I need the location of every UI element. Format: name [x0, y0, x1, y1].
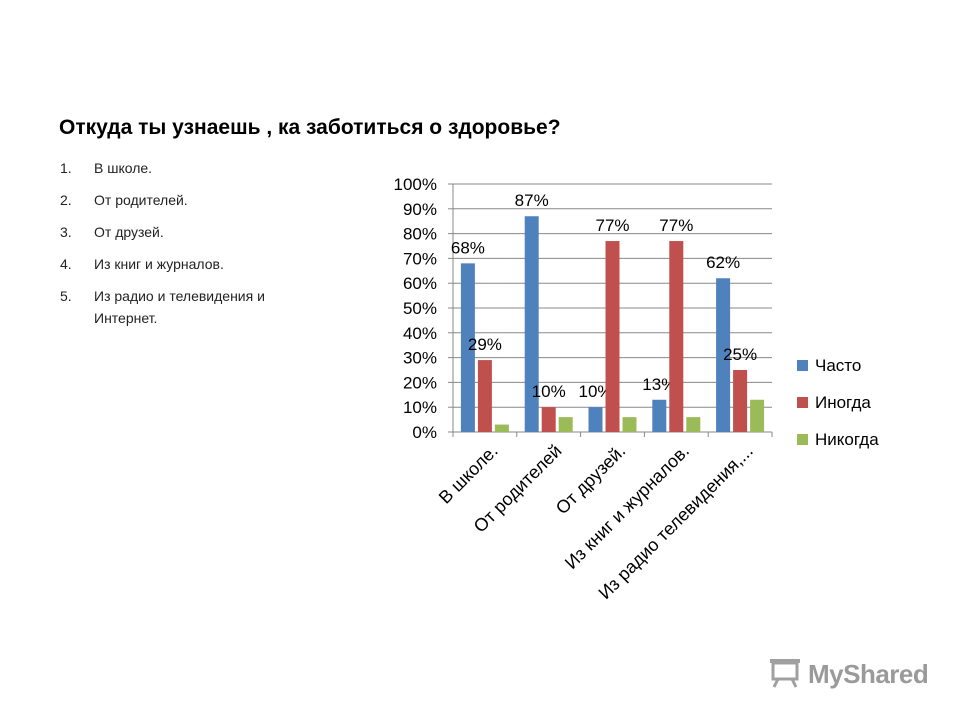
- y-tick-label: 50%: [403, 299, 437, 318]
- list-text: Из книг и журналов.: [94, 256, 224, 272]
- category-label: В школе.: [435, 441, 502, 508]
- list-number: 3.: [60, 224, 72, 240]
- data-label: 10%: [532, 382, 566, 401]
- list-text: От друзей.: [94, 224, 164, 240]
- data-label: 13%: [642, 375, 676, 394]
- list-item: 1. В школе.: [60, 157, 330, 179]
- legend-swatch: [797, 360, 808, 371]
- bar: [686, 417, 701, 432]
- bar: [605, 241, 620, 432]
- bar: [588, 407, 603, 432]
- data-label: 25%: [723, 345, 757, 364]
- list-item: 5. Из радио и телевидения и Интернет.: [60, 285, 330, 329]
- y-tick-label: 30%: [403, 349, 437, 368]
- list-item: 2. От родителей.: [60, 189, 330, 211]
- y-tick-label: 60%: [403, 274, 437, 293]
- y-tick-label: 70%: [403, 249, 437, 268]
- list-number: 4.: [60, 256, 72, 272]
- bar: [669, 241, 684, 432]
- legend-swatch: [797, 434, 808, 445]
- y-tick-label: 90%: [403, 200, 437, 219]
- y-tick-label: 20%: [403, 373, 437, 392]
- bar: [541, 407, 556, 432]
- data-label: 68%: [451, 238, 485, 257]
- list-number: 5.: [60, 288, 72, 304]
- legend-label: Иногда: [815, 393, 871, 412]
- bar: [750, 399, 765, 432]
- data-label: 62%: [706, 253, 740, 272]
- bar: [652, 399, 667, 432]
- watermark: MyShared: [768, 656, 929, 693]
- data-label: 77%: [659, 216, 693, 235]
- data-label: 77%: [595, 216, 629, 235]
- y-tick-label: 100%: [394, 175, 437, 194]
- y-tick-label: 10%: [403, 398, 437, 417]
- bar: [558, 417, 573, 432]
- watermark-text: MyShared: [808, 658, 929, 689]
- legend-swatch: [797, 397, 808, 408]
- category-label: Из книг и журналов.: [561, 441, 693, 573]
- data-label: 29%: [468, 335, 502, 354]
- bar: [716, 278, 731, 432]
- legend-label: Никогда: [815, 430, 879, 449]
- bar: [733, 370, 748, 432]
- y-tick-label: 0%: [412, 423, 437, 442]
- list-text: От родителей.: [94, 192, 188, 208]
- bar: [460, 263, 475, 432]
- list-item: 4. Из книг и журналов.: [60, 253, 330, 275]
- bar: [524, 216, 539, 432]
- list-text: Из радио и телевидения и Интернет.: [94, 288, 265, 326]
- bar: [494, 424, 509, 432]
- bar: [622, 417, 637, 432]
- answer-list: 1. В школе. 2. От родителей. 3. От друзей. …: [60, 157, 330, 339]
- data-label: 87%: [515, 191, 549, 210]
- list-text: В школе.: [94, 160, 153, 176]
- list-number: 1.: [60, 160, 72, 176]
- bar: [477, 360, 492, 432]
- projector-icon: [768, 656, 802, 693]
- slide-title: Откуда ты узнаешь , ка заботиться о здор…: [59, 116, 561, 139]
- data-label: 10%: [578, 382, 612, 401]
- legend-label: Часто: [815, 356, 861, 375]
- y-tick-label: 80%: [403, 225, 437, 244]
- list-item: 3. От друзей.: [60, 221, 330, 243]
- list-number: 2.: [60, 192, 72, 208]
- y-tick-label: 40%: [403, 324, 437, 343]
